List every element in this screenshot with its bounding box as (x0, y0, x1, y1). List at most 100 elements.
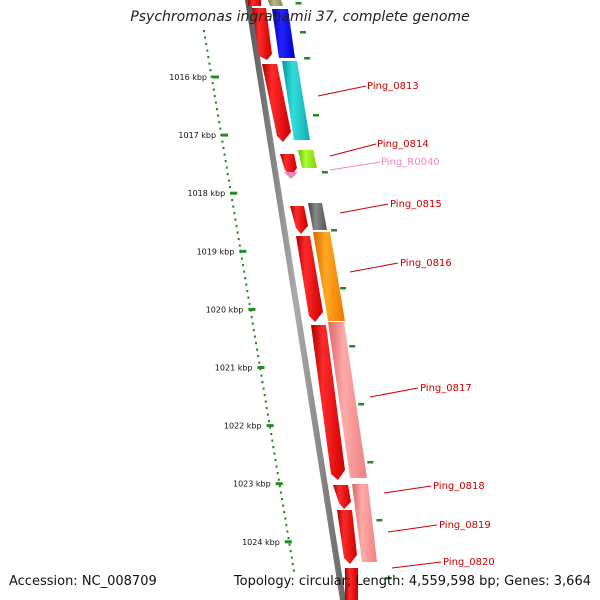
cog-feature[interactable] (282, 61, 310, 140)
gene-label[interactable]: Ping_0814 (377, 139, 429, 150)
gc-dot (242, 264, 244, 267)
gc-dot (213, 95, 216, 98)
scale-tick (257, 366, 265, 369)
gc-dot (258, 361, 261, 364)
scale-tick (221, 133, 229, 137)
gc-dot (208, 62, 211, 65)
cds-feature[interactable] (290, 206, 308, 234)
gc-dot (207, 56, 210, 59)
gc-dot (269, 426, 272, 429)
gc-dot (286, 530, 289, 533)
gc-dot (287, 537, 290, 540)
cds-feature[interactable] (280, 154, 297, 176)
gc-dot (247, 296, 250, 299)
gc-dot (234, 218, 237, 221)
gc-dot (265, 407, 268, 410)
gene-label[interactable]: Ping_0813 (367, 81, 419, 92)
gc-dot (233, 212, 236, 215)
scale-tick-label: 1016 kbp (169, 73, 207, 82)
gene-label[interactable]: Ping_0817 (420, 383, 472, 394)
gc-dot (279, 491, 282, 494)
cds-feature[interactable] (248, 0, 261, 6)
cog-feature[interactable] (272, 9, 295, 58)
gc-dot (275, 465, 278, 468)
gc-dot (250, 316, 253, 319)
gc-content-track (203, 30, 295, 572)
scale-tick-label: 1018 kbp (187, 189, 225, 198)
gc-dot (237, 238, 240, 241)
gc-dot (263, 394, 266, 397)
scale-tick-label: 1019 kbp (197, 247, 235, 256)
gc-dot (212, 88, 215, 91)
gc-dot (284, 517, 287, 520)
cog-feature[interactable] (308, 203, 327, 230)
cds-feature[interactable] (296, 236, 323, 322)
gc-dot (218, 121, 221, 124)
gene-label[interactable]: Ping_0816 (400, 258, 452, 269)
gc-dot (264, 400, 267, 403)
gc-dot (261, 381, 264, 384)
gc-dot (245, 283, 248, 286)
outer-tick (304, 57, 311, 60)
gc-dot (209, 69, 212, 72)
gc-dot (266, 413, 269, 416)
gc-dot (278, 485, 281, 488)
cds-feature[interactable] (252, 8, 272, 60)
outer-ticks (295, 2, 392, 580)
cds-feature[interactable] (262, 64, 291, 142)
topology-text: Topology: circular; Length: 4,559,598 bp… (233, 574, 591, 589)
scale-tick (239, 249, 247, 253)
scale-tick (230, 191, 238, 195)
gc-dot (244, 277, 247, 280)
cog-feature[interactable] (268, 0, 283, 6)
genome-backbone (245, 0, 346, 600)
scale-tick-label: 1023 kbp (233, 480, 271, 489)
gc-dot (272, 446, 275, 449)
outer-tick (340, 287, 347, 290)
cds-feature[interactable] (337, 510, 357, 564)
gc-dot (219, 127, 222, 130)
gc-dot (223, 153, 226, 156)
gc-dot (214, 101, 217, 104)
cog-feature[interactable] (328, 322, 367, 478)
gc-dot (243, 270, 246, 273)
gc-dot (259, 368, 262, 371)
scale-tick-label: 1017 kbp (178, 131, 216, 140)
gc-dot (235, 225, 238, 228)
gene-label[interactable]: Ping_0819 (439, 520, 491, 531)
cds-feature[interactable] (345, 568, 358, 600)
gc-dot (285, 524, 288, 527)
cds-feature[interactable] (311, 325, 345, 480)
gc-dot (248, 303, 251, 306)
gc-dot (262, 387, 265, 390)
gc-dot (205, 43, 208, 46)
gc-dot (260, 374, 263, 377)
gene-label[interactable]: Ping_0820 (443, 557, 495, 568)
gc-dot (231, 199, 234, 202)
gc-dot (216, 108, 218, 111)
cds-feature[interactable] (333, 485, 351, 509)
gc-dot (204, 36, 207, 39)
gc-dot (224, 160, 227, 163)
cog-feature[interactable] (313, 232, 345, 321)
gc-dot (282, 504, 285, 507)
gc-dot (292, 569, 295, 572)
outer-tick (358, 403, 365, 406)
gc-dot (290, 556, 293, 559)
gc-dot (229, 186, 231, 189)
gc-dot (203, 30, 205, 33)
gc-dot (238, 244, 241, 247)
gc-dot (257, 355, 260, 358)
cog-feature[interactable] (352, 484, 377, 562)
cog-feature[interactable] (298, 150, 317, 168)
gc-dot (288, 543, 291, 546)
gene-label[interactable]: Ping_R0040 (381, 157, 440, 168)
gc-dot (253, 335, 256, 338)
scale-tick-label: 1021 kbp (215, 364, 253, 373)
gene-label[interactable]: Ping_0815 (390, 199, 442, 210)
gene-label[interactable]: Ping_0818 (433, 481, 485, 492)
gene-labels: Ping_0813 Ping_0814 Ping_R0040 Ping_0815… (317, 81, 495, 569)
outer-tick (385, 577, 392, 580)
rna-feature[interactable] (284, 172, 298, 179)
